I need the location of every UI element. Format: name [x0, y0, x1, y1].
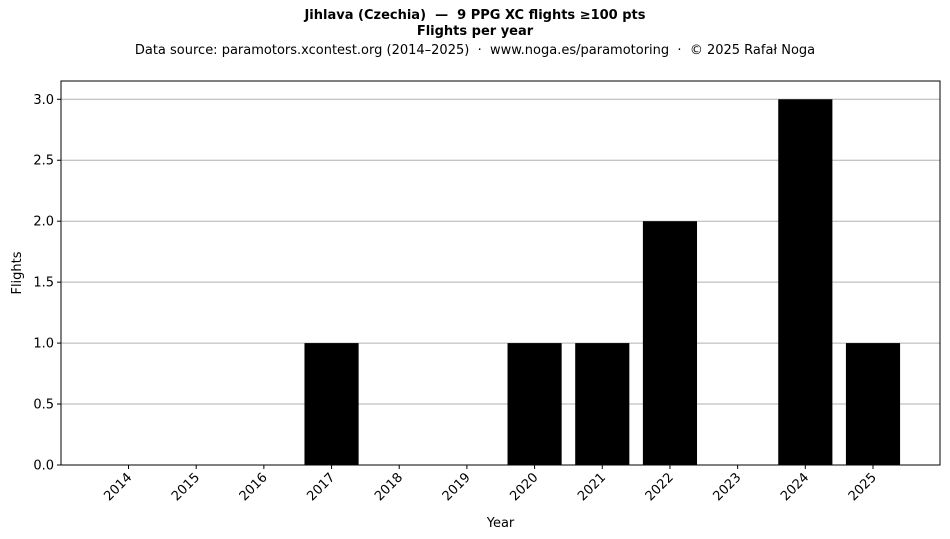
bar-2017 [304, 343, 359, 465]
y-tick-label: 0.5 [33, 398, 54, 413]
x-tick-label: 2020 [507, 470, 541, 504]
x-axis-label: Year [486, 516, 515, 531]
bar-2020 [507, 343, 562, 465]
x-tick-label: 2017 [304, 470, 338, 504]
x-tick-label: 2025 [846, 470, 880, 504]
y-tick-label: 1.5 [33, 276, 54, 291]
y-axis: 0.0 0.5 1.0 1.5 2.0 2.5 3.0 [33, 93, 61, 474]
y-tick-label: 1.0 [33, 337, 54, 352]
y-tick-label: 2.5 [33, 154, 54, 169]
y-tick-label: 2.0 [33, 215, 54, 230]
x-tick-label: 2021 [575, 470, 609, 504]
chart-subtitle: Flights per year [416, 24, 534, 39]
bar-2022 [642, 221, 698, 465]
x-tick-label: 2014 [101, 470, 135, 504]
bar-2021 [575, 343, 630, 465]
chart-titles: Jihlava (Czechia) — 9 PPG XC flights ≥10… [0, 8, 950, 61]
x-tick-label: 2015 [169, 470, 203, 504]
x-tick-label: 2024 [778, 470, 812, 504]
x-tick-label: 2016 [237, 470, 271, 504]
plot-frame [60, 80, 941, 466]
x-tick-label: 2023 [710, 470, 744, 504]
x-tick-label: 2018 [372, 470, 406, 504]
bar-2025 [845, 343, 901, 465]
bar-2024 [778, 99, 833, 466]
bars [304, 99, 901, 466]
y-tick-label: 3.0 [33, 93, 54, 108]
chart-title: Jihlava (Czechia) — 9 PPG XC flights ≥10… [304, 8, 646, 23]
x-axis: 2014 2015 2016 2017 2018 2019 2020 2021 2022 2023… [101, 465, 880, 504]
y-tick-label: 0.0 [33, 459, 54, 474]
x-tick-label: 2019 [440, 470, 474, 504]
y-axis-label: Flights [10, 251, 25, 294]
chart-source: Data source: paramotors.xcontest.org (20… [134, 43, 816, 58]
x-tick-label: 2022 [643, 470, 677, 504]
